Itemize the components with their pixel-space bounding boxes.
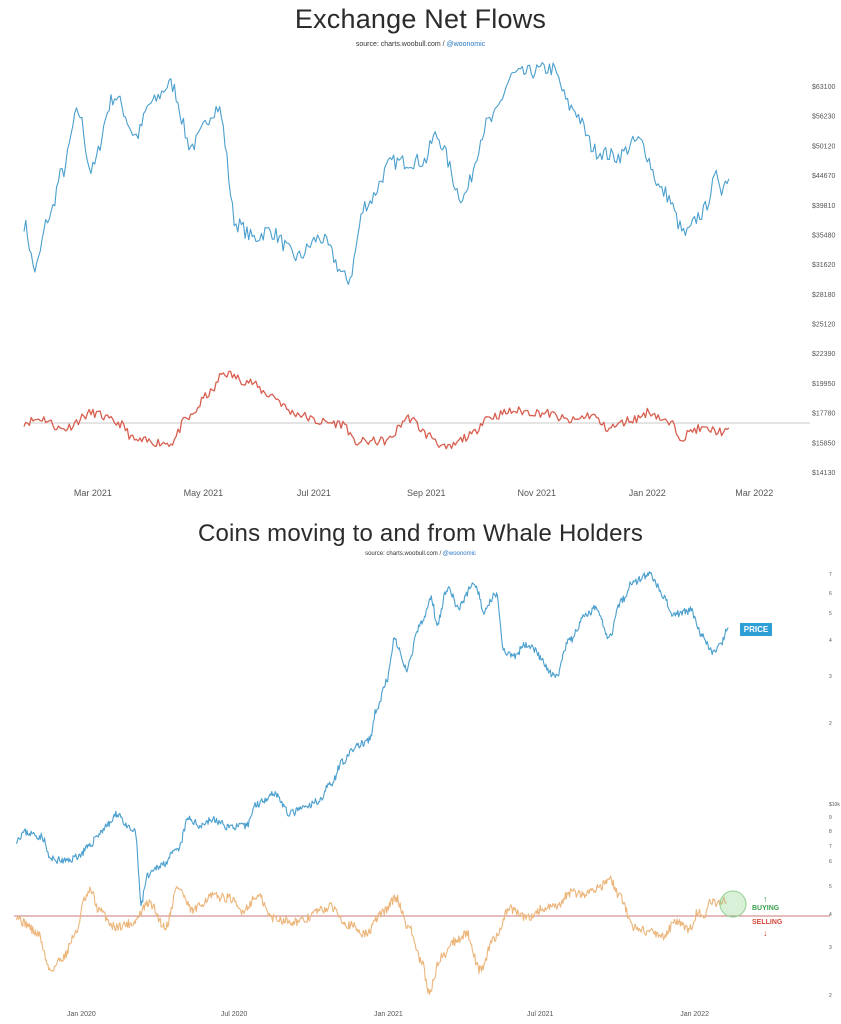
highlight-circle [719,890,747,918]
y-tick-label: 3 [829,674,832,680]
y-tick-label: 2 [829,993,832,999]
buying-arrow-icon: ↑ [763,894,768,904]
x-tick-label: Jan 2022 [629,488,666,498]
x-tick-label: Jan 2020 [67,1011,96,1018]
x-tick-label: Nov 2021 [518,488,557,498]
y-tick-label: 6 [829,859,832,865]
y-tick-label: $35480 [812,233,835,240]
selling-label: SELLING [752,919,783,926]
x-tick-label: Jul 2020 [221,1011,248,1018]
y-tick-label: 5 [829,611,832,617]
source-handle[interactable]: @woonomic [446,41,486,48]
whale-holders-plot: 7 6 5 4 3 2 $10k 9 8 7 6 5 4 3 2 Jan 2020 Jul 2020 Jan 20… [14,571,840,1018]
y-tick-label: $14130 [812,470,835,477]
y-tick-label: $50120 [812,143,835,150]
y-tick-label: $39810 [812,203,835,210]
y-tick-label: 9 [829,815,832,821]
y-tick-label: $10k [829,802,840,808]
y-tick-label: 6 [829,591,832,597]
buying-label: BUYING [752,905,780,912]
chart-source: source: charts.woobull.com / @woonomic [0,551,841,557]
whale-flow-line [15,875,727,996]
y-tick-label: $31620 [812,262,835,269]
y-tick-label: 2 [829,721,832,727]
price-line [15,571,729,907]
y-tick-label: $28180 [812,292,835,299]
source-handle[interactable]: @woonomic [442,551,476,557]
y-tick-label: $17780 [812,411,835,418]
exchange-net-flows-chart: Exchange Net Flows source: charts.woobul… [0,0,841,510]
y-tick-label: 4 [829,912,832,918]
x-tick-label: Sep 2021 [407,488,446,498]
chart-title: Coins moving to and from Whale Holders [197,520,644,547]
x-tick-label: May 2021 [184,488,224,498]
x-tick-label: Mar 2021 [74,488,112,498]
exchange-net-flows-plot: $63100 $56230 $50120 $44670 $39810 $35480 $316… [23,62,835,498]
x-tick-label: Mar 2022 [735,488,773,498]
y-tick-label: $63100 [812,84,835,91]
y-tick-label: 4 [829,638,832,644]
y-tick-label: 7 [829,572,832,578]
x-tick-label: Jul 2021 [527,1011,554,1018]
selling-arrow-icon: ↓ [763,928,768,938]
x-tick-label: Jan 2021 [374,1011,403,1018]
net-flow-line [23,370,730,450]
price-badge: PRICE [740,623,772,636]
y-tick-label: 7 [829,844,832,850]
whale-holders-chart: Coins moving to and from Whale Holders s… [0,514,841,1024]
y-tick-label: $22390 [812,351,835,358]
x-tick-label: Jul 2021 [297,488,331,498]
y-tick-label: $15850 [812,440,835,447]
y-tick-label: 5 [829,884,832,890]
source-prefix: source: charts.woobull.com / [365,551,443,557]
source-prefix: source: charts.woobull.com / [355,41,447,48]
y-tick-label: 8 [829,829,832,835]
x-tick-label: Jan 2022 [680,1011,709,1018]
chart-title: Exchange Net Flows [294,4,547,34]
y-tick-label: 3 [829,945,832,951]
y-tick-label: $25120 [812,322,835,329]
chart-source: source: charts.woobull.com / @woonomic [0,41,841,48]
y-tick-label: $19950 [812,381,835,388]
y-tick-label: $56230 [812,114,835,121]
price-line [23,62,730,285]
y-tick-label: $44670 [812,173,835,180]
